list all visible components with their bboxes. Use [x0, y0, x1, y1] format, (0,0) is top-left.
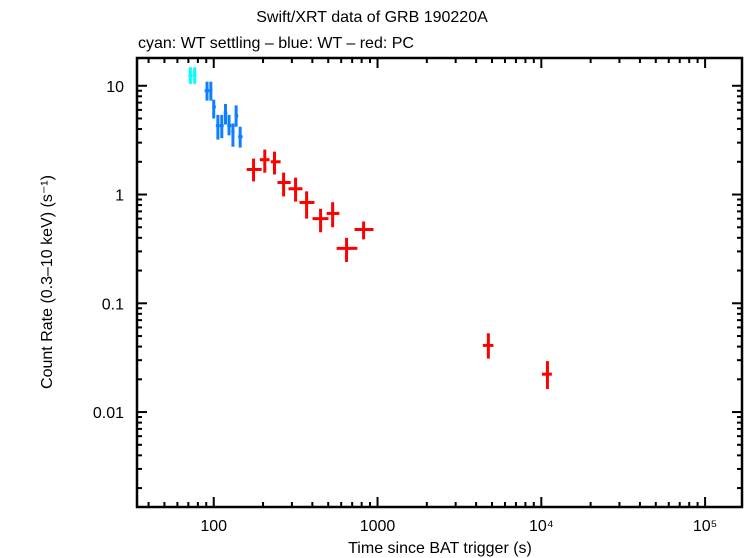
y-tick-label: 10: [106, 79, 124, 96]
data-point: [354, 221, 374, 240]
series-pc: [246, 149, 552, 389]
x-tick-label: 10⁴: [529, 518, 554, 535]
data-point: [238, 126, 243, 148]
data-point: [259, 149, 270, 173]
data-point: [227, 114, 232, 136]
x-tick-label: 10⁵: [693, 518, 717, 535]
data-point: [192, 67, 197, 84]
data-point: [223, 103, 228, 125]
x-tick-label: 1000: [360, 518, 396, 535]
chart-subtitle: cyan: WT settling – blue: WT – red: PC: [138, 35, 414, 52]
y-tick-labels: 10 1 0.1 0.01: [93, 79, 124, 422]
data-point: [212, 99, 216, 119]
series-wt: [204, 81, 243, 148]
data-point: [215, 114, 220, 140]
data-point: [234, 105, 239, 127]
data-point: [542, 361, 552, 389]
data-point: [188, 67, 193, 84]
data-point: [231, 123, 235, 147]
y-axis-label: Count Rate (0.3–10 keV) (s⁻¹): [39, 175, 56, 389]
data-points: [188, 67, 552, 389]
chart-title: Swift/XRT data of GRB 190220A: [256, 9, 488, 26]
data-point: [209, 81, 213, 101]
y-tick-label: 0.01: [93, 405, 124, 422]
data-point: [204, 81, 210, 101]
data-point: [299, 191, 315, 219]
y-tick-label: 1: [115, 188, 124, 205]
data-point: [326, 202, 340, 228]
data-point: [482, 333, 494, 359]
data-point: [270, 151, 281, 175]
plot-frame: [135, 56, 744, 509]
data-point: [246, 158, 262, 182]
series-wt-settling: [188, 67, 197, 84]
x-axis-label: Time since BAT trigger (s): [348, 540, 532, 557]
x-tick-labels: 100 1000 10⁴ 10⁵: [200, 518, 717, 535]
data-point: [288, 177, 303, 202]
data-point: [312, 208, 329, 233]
data-point: [219, 114, 224, 139]
data-point: [277, 172, 291, 197]
data-point: [336, 237, 358, 262]
y-tick-label: 0.1: [102, 296, 124, 313]
x-tick-label: 100: [200, 518, 227, 535]
